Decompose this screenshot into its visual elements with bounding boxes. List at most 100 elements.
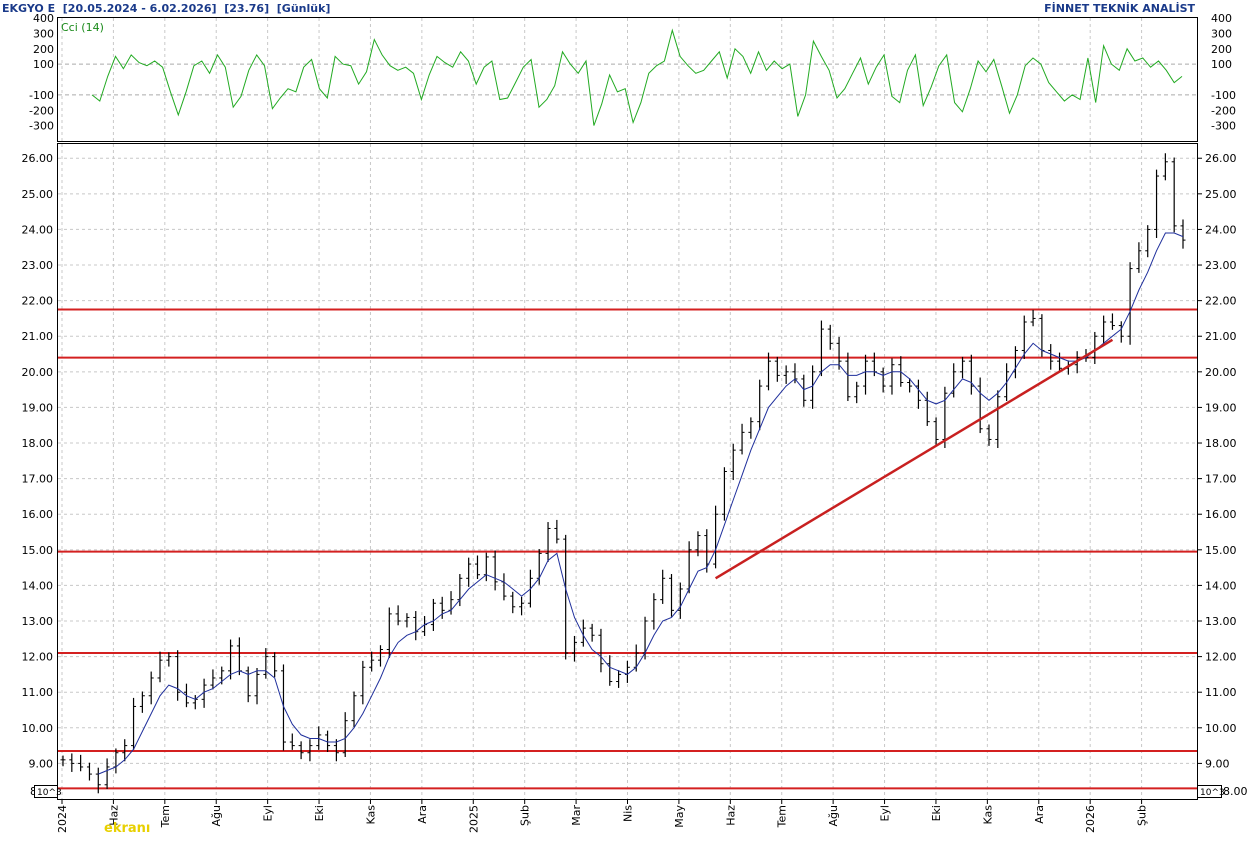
price-bar bbox=[104, 758, 110, 790]
unit-box-left bbox=[34, 785, 58, 798]
price-bar bbox=[351, 691, 357, 728]
price-y-tick-label-right: 12.00 bbox=[1205, 651, 1237, 664]
provider-label: FİNNET TEKNİK ANALİST bbox=[1044, 2, 1195, 15]
x-tick-label: Eyl bbox=[262, 805, 275, 822]
price-bar bbox=[651, 593, 657, 630]
price-bar bbox=[660, 569, 666, 604]
cci-y-tick-label-right: -200 bbox=[1211, 104, 1236, 117]
price-bar bbox=[924, 391, 930, 426]
price-bar bbox=[325, 730, 331, 753]
price-y-tick-label-right: 11.00 bbox=[1205, 686, 1237, 699]
price-y-tick-label: 15.00 bbox=[22, 544, 54, 557]
cci-y-tick-label-right: -300 bbox=[1211, 120, 1236, 133]
price-bar bbox=[377, 645, 383, 667]
price-bar bbox=[245, 666, 251, 703]
price-y-tick-label-right: 22.00 bbox=[1205, 295, 1237, 308]
price-bar bbox=[669, 574, 675, 617]
support-resistance-lines bbox=[58, 308, 1197, 790]
x-tick-label: Eki bbox=[930, 805, 943, 821]
axis-labels: 2024 Haz Tem Ağu Eyl Eki Kas Ara 2025 Şub Mar Nis Ma… bbox=[22, 12, 1248, 833]
price-bar bbox=[69, 753, 75, 772]
x-tick-label: Haz bbox=[107, 805, 120, 826]
price-bar bbox=[774, 356, 780, 382]
price-bar bbox=[695, 531, 701, 557]
price-bar bbox=[139, 691, 145, 713]
cci-y-tick-label: 100 bbox=[33, 58, 54, 71]
price-y-tick-label-right: 18.00 bbox=[1205, 437, 1237, 450]
trendline bbox=[714, 338, 1114, 580]
price-y-bottom-left: 8 bbox=[30, 785, 37, 798]
price-bar bbox=[827, 324, 833, 350]
price-y-tick-label-right: 16.00 bbox=[1205, 508, 1237, 521]
price-bar bbox=[157, 651, 163, 683]
price-bar bbox=[607, 655, 613, 686]
price-bar bbox=[616, 670, 622, 688]
price-bar bbox=[386, 607, 392, 659]
price-bar bbox=[413, 611, 419, 641]
price-bar bbox=[748, 417, 754, 439]
price-bar bbox=[272, 652, 278, 678]
price-bar bbox=[492, 550, 498, 591]
price-bar bbox=[536, 549, 542, 585]
price-bar bbox=[360, 660, 366, 705]
price-bar bbox=[122, 739, 128, 762]
price-y-tick-label-right: 19.00 bbox=[1205, 401, 1237, 414]
price-y-tick-label: 23.00 bbox=[22, 259, 54, 272]
price-bar bbox=[563, 534, 569, 660]
cci-y-tick-label: 200 bbox=[33, 43, 54, 56]
price-y-tick-label-right: 17.00 bbox=[1205, 473, 1237, 486]
price-bar bbox=[192, 695, 198, 710]
cci-y-tick-label-right: 100 bbox=[1211, 58, 1232, 71]
price-bar bbox=[1145, 225, 1151, 258]
price-y-tick-label: 26.00 bbox=[22, 152, 54, 165]
price-bar bbox=[474, 555, 480, 580]
price-bar bbox=[78, 754, 84, 772]
price-bar bbox=[1136, 242, 1142, 273]
price-bar bbox=[1012, 346, 1018, 379]
price-bar bbox=[968, 354, 974, 395]
price-y-tick-label: 25.00 bbox=[22, 188, 54, 201]
x-tick-label: Kas bbox=[364, 805, 377, 825]
unit-label-left: 10^3 bbox=[37, 788, 62, 798]
price-bar bbox=[571, 635, 577, 662]
price-bar bbox=[1030, 309, 1036, 327]
price-bar bbox=[951, 363, 957, 398]
price-y-tick-label-right: 24.00 bbox=[1205, 223, 1237, 236]
price-bar bbox=[298, 741, 304, 760]
price-y-tick-label: 10.00 bbox=[22, 722, 54, 735]
price-bar bbox=[1101, 315, 1107, 345]
price-bar bbox=[1180, 219, 1186, 249]
price-y-tick-label-right: 9.00 bbox=[1205, 757, 1230, 770]
price-bar bbox=[86, 762, 92, 781]
price-y-tick-label: 22.00 bbox=[22, 295, 54, 308]
x-tick-label: Şub bbox=[519, 805, 532, 826]
price-bar bbox=[466, 557, 472, 587]
price-bar bbox=[395, 605, 401, 626]
cci-y-tick-label-right: 300 bbox=[1211, 27, 1232, 40]
price-y-tick-label: 24.00 bbox=[22, 223, 54, 236]
x-tick-label: Ara bbox=[1033, 805, 1046, 824]
period-label: [Günlük] bbox=[276, 2, 331, 15]
price-bar bbox=[730, 443, 736, 481]
x-tick-label: Kas bbox=[981, 805, 994, 825]
cci-panel-frame bbox=[57, 17, 1198, 142]
x-tick-label: Mar bbox=[570, 805, 583, 826]
price-bar bbox=[439, 596, 445, 619]
price-bar bbox=[1109, 313, 1115, 330]
price-y-tick-label: 19.00 bbox=[22, 401, 54, 414]
price-bar bbox=[995, 390, 1001, 449]
x-tick-label: Ağu bbox=[827, 805, 840, 826]
price-y-tick-label: 11.00 bbox=[22, 686, 54, 699]
price-bar bbox=[113, 748, 119, 774]
price-bar bbox=[739, 423, 745, 455]
price-bar bbox=[766, 352, 772, 391]
price-bar bbox=[1092, 331, 1098, 364]
price-bar bbox=[236, 637, 242, 676]
price-bar bbox=[228, 639, 234, 680]
price-bar bbox=[589, 623, 595, 642]
price-bar bbox=[1057, 352, 1063, 373]
price-bar bbox=[757, 379, 763, 431]
price-bar bbox=[915, 379, 921, 409]
cci-y-tick-label: -200 bbox=[29, 104, 54, 117]
price-y-tick-label-right: 14.00 bbox=[1205, 579, 1237, 592]
